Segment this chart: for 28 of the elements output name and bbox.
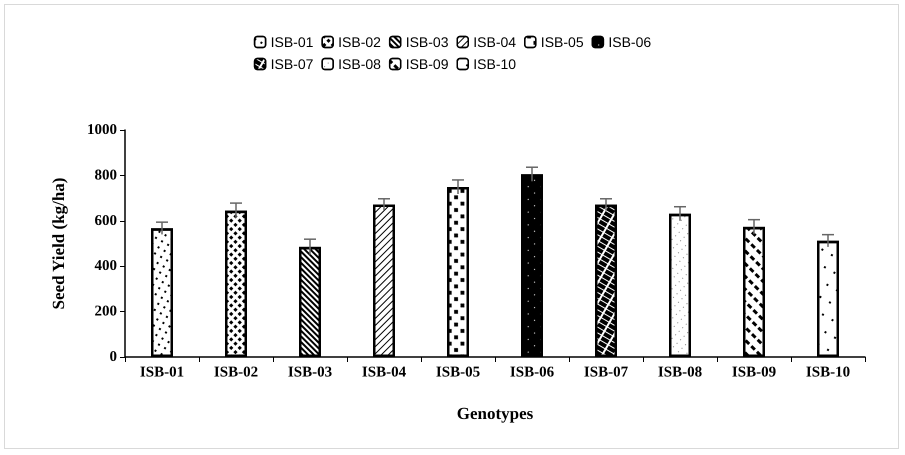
- x-tick-label: ISB-06: [510, 364, 555, 380]
- legend-label: ISB-09: [406, 56, 449, 72]
- legend-label: ISB-08: [338, 56, 382, 72]
- y-tick-label: 600: [94, 212, 117, 229]
- legend-label: ISB-01: [270, 34, 314, 50]
- x-tick-label: ISB-07: [584, 364, 629, 380]
- legend-label: ISB-06: [608, 34, 652, 50]
- x-tick-label: ISB-03: [288, 364, 332, 380]
- x-tick-label: ISB-08: [658, 364, 702, 380]
- x-tick-label: ISB-04: [362, 364, 407, 380]
- y-tick-label: 400: [94, 258, 117, 274]
- x-tick-label: ISB-01: [140, 364, 184, 380]
- y-tick-label: 1000: [87, 122, 117, 138]
- x-tick-label: ISB-10: [806, 364, 850, 380]
- x-axis-title: Genotypes: [456, 404, 534, 423]
- y-tick-label: 0: [110, 349, 117, 365]
- x-tick-label: ISB-09: [732, 364, 776, 380]
- legend-label: ISB-10: [473, 56, 516, 72]
- legend-label: ISB-07: [270, 56, 314, 72]
- y-tick-label: 800: [94, 167, 117, 184]
- y-tick-label: 200: [94, 304, 117, 320]
- legend-label: ISB-03: [406, 34, 449, 50]
- legend-label: ISB-02: [338, 34, 382, 50]
- legend-label: ISB-04: [473, 34, 516, 50]
- x-tick-label: ISB-05: [436, 364, 480, 380]
- x-tick-label: ISB-02: [214, 364, 258, 380]
- legend-label: ISB-05: [540, 34, 584, 50]
- y-axis-title: Seed Yield (kg/ha): [49, 178, 68, 310]
